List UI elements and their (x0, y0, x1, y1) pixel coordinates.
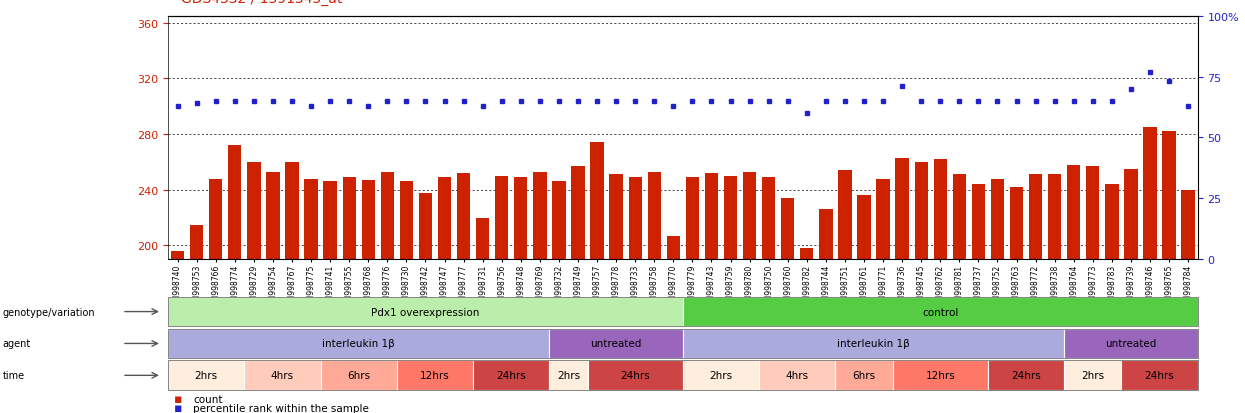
Bar (285, 162, 299, 260)
Bar (1048, 175, 1061, 260)
Text: percentile rank within the sample: percentile rank within the sample (193, 403, 369, 413)
Text: 12hrs: 12hrs (420, 370, 449, 380)
Bar (400, 182, 413, 260)
Bar (438, 178, 451, 260)
Text: Pdx1 overexpression: Pdx1 overexpression (371, 307, 479, 317)
Text: 24hrs: 24hrs (1144, 370, 1174, 380)
Bar (1086, 166, 1099, 260)
Text: 2hrs: 2hrs (710, 370, 732, 380)
Text: interleukin 1β: interleukin 1β (322, 339, 395, 349)
Bar (915, 162, 928, 260)
Text: 6hrs: 6hrs (853, 370, 875, 380)
Bar (723, 176, 737, 260)
Text: 2hrs: 2hrs (194, 370, 218, 380)
Bar (838, 171, 852, 260)
Bar (801, 249, 813, 260)
Bar (476, 218, 489, 260)
Bar (571, 166, 585, 260)
Text: interleukin 1β: interleukin 1β (837, 339, 910, 349)
Bar (629, 178, 642, 260)
Bar (781, 199, 794, 260)
Bar (1028, 175, 1042, 260)
Text: 24hrs: 24hrs (497, 370, 527, 380)
Bar (361, 180, 375, 260)
Text: 24hrs: 24hrs (620, 370, 650, 380)
Bar (991, 179, 1005, 260)
Bar (533, 172, 547, 260)
Bar (305, 179, 317, 260)
Text: GDS4332 / 1391545_at: GDS4332 / 1391545_at (181, 0, 342, 6)
Bar (610, 175, 622, 260)
Bar (1106, 185, 1118, 260)
Text: 4hrs: 4hrs (786, 370, 809, 380)
Bar (762, 178, 776, 260)
Bar (819, 210, 833, 260)
Bar (666, 236, 680, 260)
Text: 2hrs: 2hrs (1081, 370, 1104, 380)
Bar (1124, 169, 1138, 260)
Bar (743, 172, 756, 260)
Bar (496, 176, 508, 260)
Text: genotype/variation: genotype/variation (2, 307, 95, 317)
Bar (705, 173, 718, 260)
Bar (972, 185, 985, 260)
Bar (228, 146, 242, 260)
Bar (190, 225, 203, 260)
Bar (1182, 190, 1195, 260)
Bar (418, 193, 432, 260)
Bar (248, 162, 260, 260)
Bar (647, 172, 661, 260)
Bar (457, 173, 471, 260)
Bar (1010, 188, 1023, 260)
Bar (686, 178, 700, 260)
Bar (1067, 165, 1081, 260)
Text: untreated: untreated (590, 339, 642, 349)
Text: ▪: ▪ (174, 401, 183, 413)
Bar (952, 175, 966, 260)
Bar (171, 252, 184, 260)
Bar (209, 179, 223, 260)
Bar (381, 172, 393, 260)
Text: 24hrs: 24hrs (1011, 370, 1041, 380)
Bar (934, 160, 947, 260)
Bar (895, 158, 909, 260)
Text: time: time (2, 370, 25, 380)
Bar (324, 182, 337, 260)
Text: untreated: untreated (1106, 339, 1157, 349)
Bar (266, 172, 280, 260)
Text: ▪: ▪ (174, 392, 183, 405)
Bar (590, 143, 604, 260)
Text: agent: agent (2, 339, 31, 349)
Bar (514, 178, 528, 260)
Bar (1163, 132, 1175, 260)
Text: 6hrs: 6hrs (347, 370, 370, 380)
Text: 12hrs: 12hrs (925, 370, 955, 380)
Text: 2hrs: 2hrs (557, 370, 580, 380)
Bar (858, 196, 870, 260)
Bar (1143, 128, 1157, 260)
Text: count: count (193, 394, 223, 404)
Text: control: control (923, 307, 959, 317)
Text: 4hrs: 4hrs (271, 370, 294, 380)
Bar (553, 182, 565, 260)
Bar (342, 178, 356, 260)
Bar (876, 179, 890, 260)
